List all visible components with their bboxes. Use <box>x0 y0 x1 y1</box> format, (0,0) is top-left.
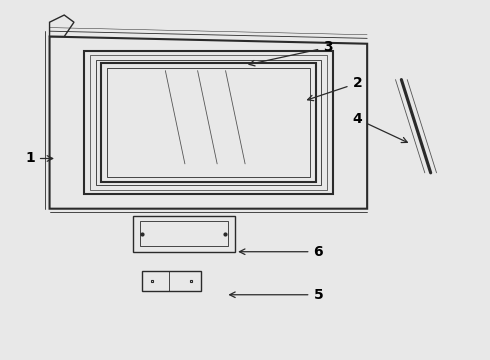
Text: 2: 2 <box>308 76 362 101</box>
Text: 3: 3 <box>249 40 333 66</box>
Text: 4: 4 <box>352 112 407 143</box>
Text: 5: 5 <box>230 288 323 302</box>
Text: 6: 6 <box>240 245 323 259</box>
Text: 1: 1 <box>25 152 53 166</box>
